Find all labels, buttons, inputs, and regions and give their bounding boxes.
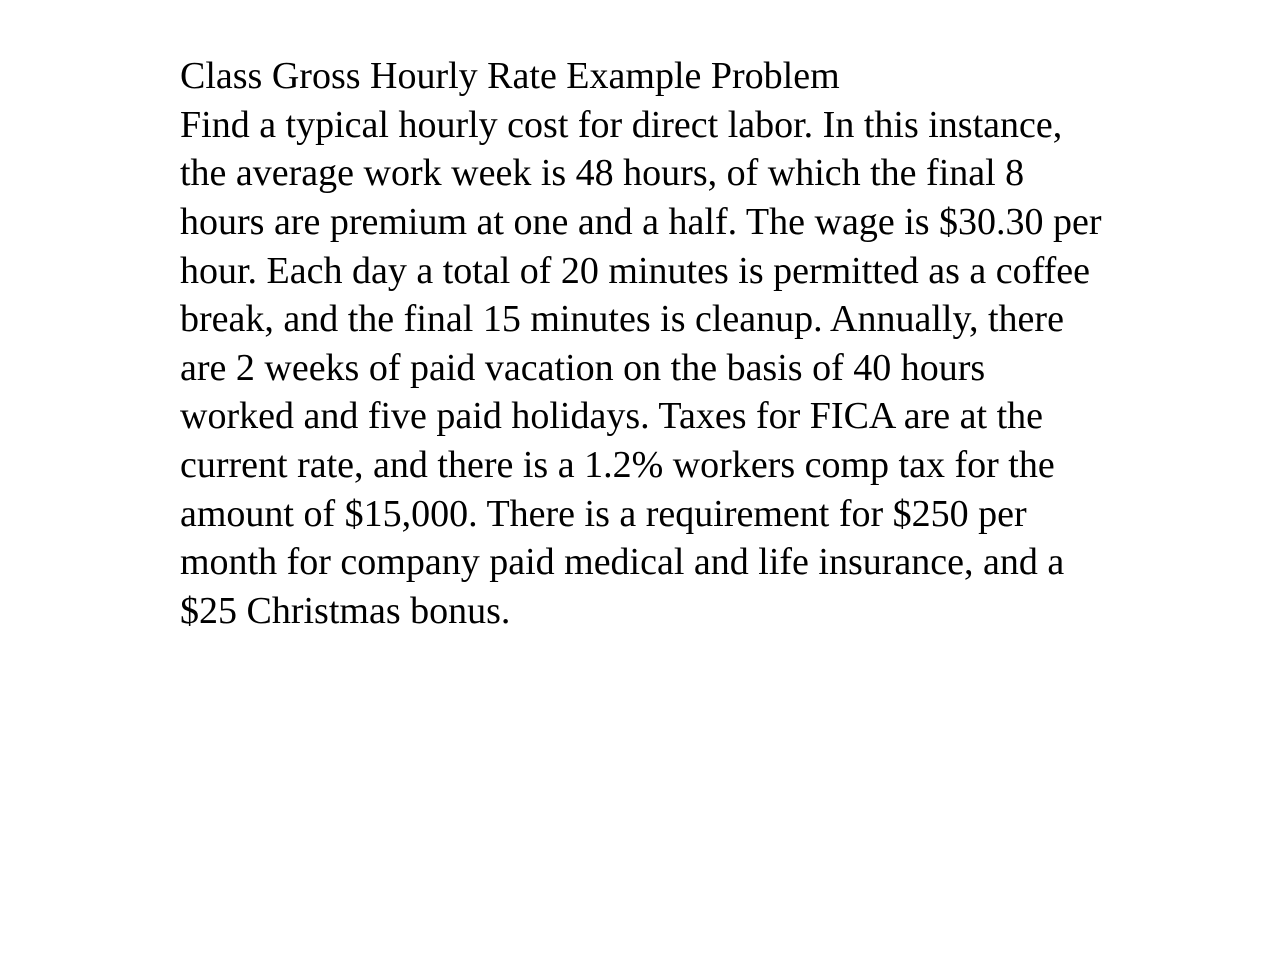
- document-title: Class Gross Hourly Rate Example Problem: [180, 52, 1104, 101]
- document-body: Find a typical hourly cost for direct la…: [180, 101, 1104, 636]
- document-content: Class Gross Hourly Rate Example Problem …: [0, 0, 1284, 636]
